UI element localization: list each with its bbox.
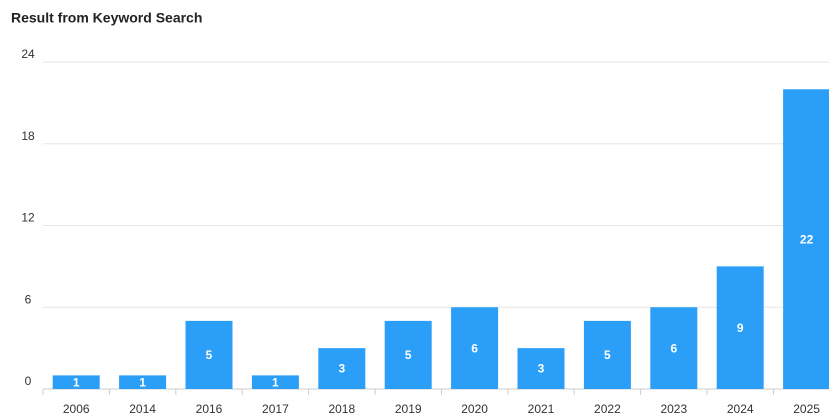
bar [517, 348, 565, 389]
bar [185, 320, 233, 389]
y-tick-label: 0 [25, 374, 32, 388]
x-tick-label: 2021 [528, 402, 555, 416]
x-tick-label: 2023 [660, 402, 687, 416]
value-label: 6 [670, 341, 677, 355]
x-tick-label: 2020 [461, 402, 488, 416]
y-tick-label: 6 [25, 292, 32, 306]
chart-title: Result from Keyword Search [11, 10, 202, 26]
x-tick-label: 2006 [63, 402, 90, 416]
value-label: 1 [73, 375, 80, 389]
value-label: 1 [272, 375, 279, 389]
y-tick-label: 12 [21, 211, 35, 225]
x-tick-label: 2018 [328, 402, 355, 416]
bar [583, 320, 631, 389]
value-label: 5 [405, 348, 412, 362]
bar [650, 307, 698, 389]
value-label: 3 [338, 362, 345, 376]
value-label: 9 [737, 321, 744, 335]
y-tick-label: 24 [21, 47, 35, 61]
bar [451, 307, 499, 389]
value-label: 5 [604, 348, 611, 362]
bar [384, 320, 432, 389]
x-tick-label: 2017 [262, 402, 289, 416]
x-tick-label: 2016 [196, 402, 223, 416]
bar [716, 266, 764, 389]
value-label: 1 [139, 375, 146, 389]
x-tick-label: 2019 [395, 402, 422, 416]
bar [119, 375, 167, 389]
x-tick-label: 2022 [594, 402, 621, 416]
value-label: 5 [206, 348, 213, 362]
bar [318, 348, 366, 389]
x-tick-label: 2025 [793, 402, 820, 416]
bar [783, 89, 829, 389]
bar [251, 375, 299, 389]
x-tick-label: 2024 [727, 402, 754, 416]
value-label: 6 [471, 341, 478, 355]
bar [52, 375, 100, 389]
y-tick-label: 18 [21, 129, 35, 143]
value-label: 22 [800, 232, 814, 246]
value-label: 3 [538, 362, 545, 376]
x-tick-label: 2014 [129, 402, 156, 416]
